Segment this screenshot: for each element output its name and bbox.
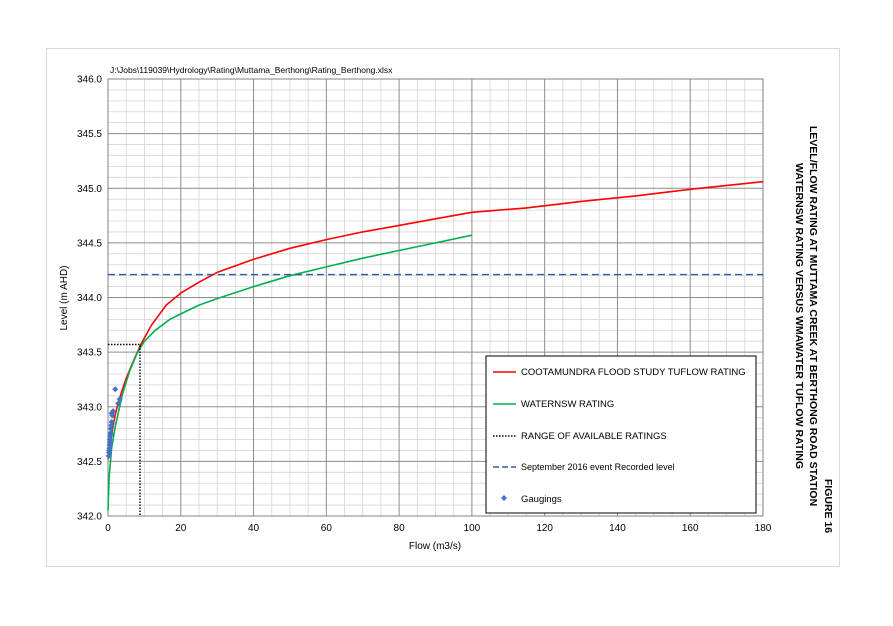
legend-label-tuflow: COOTAMUNDRA FLOOD STUDY TUFLOW RATING (521, 367, 746, 378)
series-gaugings (105, 386, 123, 459)
figure-title-line1: LEVEL/FLOW RATING AT MUTTAMA CREEK AT BE… (807, 126, 819, 506)
y-tick-label: 344.0 (77, 293, 102, 304)
y-tick-label: 345.5 (77, 129, 102, 140)
x-tick-label: 180 (755, 523, 772, 534)
gauging-marker (106, 445, 113, 452)
plot-area-border (107, 78, 764, 517)
figure-number: FIGURE 16 (822, 479, 834, 533)
y-tick-label: 346.0 (77, 75, 102, 86)
file-path-label: J:\Jobs\119039\Hydrology\Rating\Muttama_… (110, 65, 393, 75)
gauging-marker (116, 396, 123, 403)
x-tick-label: 120 (536, 523, 553, 534)
gauging-marker (106, 449, 113, 456)
gauging-marker (106, 439, 113, 446)
y-tick-label: 343.0 (77, 402, 102, 413)
series-waternsw-rating (107, 234, 473, 511)
legend-label-waternsw: WATERNSW RATING (521, 399, 614, 410)
legend-swatch-gaugings (501, 495, 507, 501)
x-axis-label: Flow (m3/s) (409, 541, 461, 552)
x-tick-label: 160 (682, 523, 699, 534)
x-tick-label: 20 (175, 523, 187, 534)
y-axis-ticks: 342.0 342.5 343.0 343.5 344.0 344.5 345.0 345.5… (77, 75, 102, 523)
y-tick-label: 342.0 (77, 512, 102, 523)
y-tick-label: 343.5 (77, 348, 102, 359)
legend-box (485, 355, 757, 514)
x-tick-label: 100 (464, 523, 481, 534)
legend-label-recorded-level: September 2016 event Recorded level (521, 462, 675, 472)
legend: COOTAMUNDRA FLOOD STUDY TUFLOW RATING WA… (485, 355, 757, 514)
x-tick-label: 60 (321, 523, 333, 534)
y-tick-label: 342.5 (77, 457, 102, 468)
x-axis-ticks: 0 20 40 60 80 100 120 140 160 180 (105, 523, 772, 534)
x-tick-label: 40 (248, 523, 260, 534)
gauging-marker (107, 431, 114, 438)
legend-label-gaugings: Gaugings (521, 494, 562, 505)
x-tick-label: 0 (105, 523, 111, 534)
y-tick-label: 345.0 (77, 184, 102, 195)
y-tick-label: 344.5 (77, 238, 102, 249)
x-tick-label: 140 (609, 523, 626, 534)
series-layer (105, 180, 764, 516)
figure-title-line2: WATERNSW RATING VERSUS WMAWATER TUFLOW R… (793, 163, 805, 469)
y-axis-label: Level (m AHD) (59, 265, 70, 330)
x-tick-label: 80 (394, 523, 406, 534)
gauging-marker (108, 410, 115, 417)
gauging-marker (112, 386, 119, 393)
gauging-marker (108, 419, 115, 426)
legend-label-range: RANGE OF AVAILABLE RATINGS (521, 431, 667, 442)
